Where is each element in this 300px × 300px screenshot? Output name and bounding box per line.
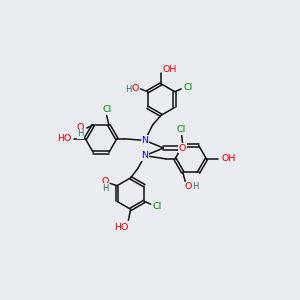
Text: O: O — [132, 84, 139, 93]
Text: H: H — [102, 184, 108, 193]
Text: OH: OH — [222, 154, 236, 164]
Text: H: H — [192, 182, 199, 191]
Text: N: N — [142, 151, 148, 160]
Text: Cl: Cl — [153, 202, 162, 211]
Text: N: N — [142, 136, 148, 145]
Text: O: O — [178, 143, 186, 152]
Text: O: O — [77, 123, 84, 132]
Text: H: H — [125, 85, 132, 94]
Text: H: H — [77, 130, 84, 139]
Text: O: O — [184, 182, 192, 191]
Text: O: O — [101, 177, 109, 186]
Text: HO: HO — [57, 134, 71, 143]
Text: Cl: Cl — [183, 82, 192, 91]
Text: Cl: Cl — [177, 124, 186, 134]
Text: HO: HO — [114, 223, 129, 232]
Text: OH: OH — [163, 65, 177, 74]
Text: Cl: Cl — [102, 104, 111, 113]
